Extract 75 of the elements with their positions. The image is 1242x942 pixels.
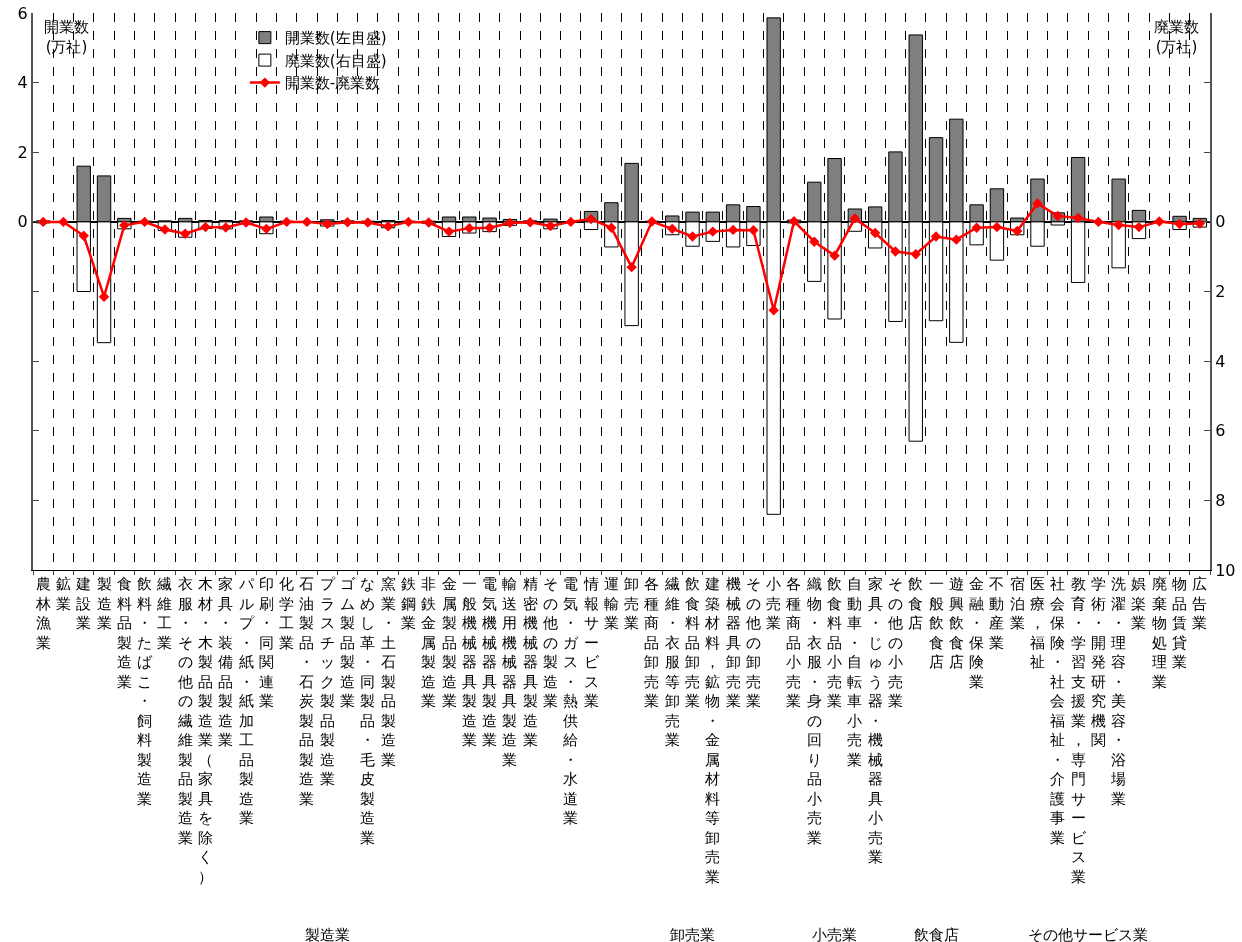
- x-tick-label: その他の卸売業: [745, 575, 761, 710]
- category-label: プラスチック製品製造業: [319, 575, 335, 788]
- y-tick-label: 4: [17, 73, 28, 93]
- x-tick-label: 非鉄金属製造業: [421, 575, 437, 710]
- x-tick-label: 機械器具卸売業: [725, 575, 741, 710]
- category-label: 教育・学習支援業，専門サービス業: [1070, 575, 1086, 886]
- category-label: 精密機械器具製造業: [522, 575, 538, 749]
- x-tick-label: ゴム製品製造業: [340, 575, 357, 710]
- x-tick-label: 一般飲食店: [928, 575, 944, 671]
- y-tick-label: 2: [17, 142, 28, 162]
- y2-tick-label: 8: [1215, 490, 1226, 510]
- x-tick-label: 宿泊業: [1009, 575, 1025, 632]
- category-label: 家具・じゅう器・機械器具小売業: [867, 575, 883, 866]
- category-label: 輸送用機械器具製造業: [502, 575, 518, 769]
- y-axis-title: 開業数 (万社): [44, 18, 89, 56]
- y2-axis-title: 廃業数 (万社): [1154, 18, 1199, 56]
- x-tick-label: 廃棄物処理業: [1151, 575, 1167, 691]
- text: その他サービス業: [1028, 926, 1148, 942]
- category-label: パルプ・紙・紙加工品製造業: [238, 575, 254, 827]
- x-tick-label: 鉱業: [55, 575, 71, 613]
- x-tick-label: 金融・保険業: [969, 575, 985, 691]
- text: 小売業: [812, 926, 857, 942]
- x-tick-label: 情報サービス業: [582, 575, 600, 710]
- text: 飲食店: [914, 926, 959, 942]
- x-tick-label: 製造業: [96, 575, 112, 632]
- category-label: 電気機械器具製造業: [482, 575, 498, 749]
- x-tick-label: 各種商品小売業: [786, 575, 802, 710]
- category-label: 洗濯・理容・美容・浴場業: [1111, 575, 1127, 808]
- category-label: 学術・開発研究機関: [1090, 575, 1106, 749]
- x-tick-label: 建設業: [75, 575, 92, 632]
- x-tick-label: 飲食料品小売業: [827, 575, 843, 710]
- category-label: 飲料・たばこ・飼料製造業: [137, 575, 153, 808]
- category-label: 織物・衣服・身の回り品小売業: [806, 575, 822, 847]
- y2-tick-label: 4: [1215, 351, 1226, 371]
- x-tick-label: 広告業: [1192, 575, 1208, 632]
- x-tick-label: 農林漁業: [34, 575, 51, 652]
- x-tick-label: 食料品製造業: [116, 575, 132, 691]
- x-tick-label: 飲食料品卸売業: [685, 575, 701, 710]
- category-label: 建築材料，鉱物・金属材料等卸売業: [705, 575, 721, 886]
- x-tick-label: 飲食店: [908, 575, 924, 632]
- x-tick-label: 金属製品製造業: [441, 575, 457, 710]
- y2-tick-label: 6: [1215, 421, 1226, 441]
- x-tick-label: 化学工業: [279, 575, 295, 652]
- x-tick-label: 娯楽業: [1131, 575, 1147, 632]
- x-tick-label: その他の小売業: [887, 575, 903, 710]
- x-tick-label: 物品賃貸業: [1172, 575, 1188, 671]
- x-tick-label: その他の製造業: [542, 575, 558, 710]
- x-tick-label: 医療，福祉: [1030, 575, 1046, 671]
- x-tick-label: 印刷・同関連業: [258, 575, 274, 710]
- category-label: 家具・装備品製造業: [218, 575, 234, 749]
- x-tick-label: 不動産業: [989, 575, 1005, 652]
- y-tick-label: 6: [17, 3, 28, 23]
- x-tick-label: 小売業: [766, 575, 782, 632]
- category-label: 電気・ガス・熱供給・水道業: [563, 575, 579, 827]
- x-tick-label: 各種商品卸売業: [644, 575, 660, 710]
- category-label: 社会保険・社会福祉・介護事業: [1050, 575, 1066, 847]
- category-label: 繊維・衣服等卸売業: [664, 575, 680, 749]
- text: 卸売業: [670, 926, 715, 942]
- category-label: 石油製品・石炭製品製造業: [299, 575, 315, 808]
- category-label: 一般機械器具製造業: [461, 575, 477, 749]
- text: 製造業: [305, 926, 350, 942]
- x-tick-label: 卸売業: [624, 575, 640, 632]
- category-label: 衣服・その他の繊維製品製造業: [177, 575, 193, 847]
- x-tick-label: 遊興飲食店: [948, 575, 964, 671]
- category-label: なめし革・同製品・毛皮製造業: [360, 575, 376, 847]
- y2-tick-label: 2: [1215, 282, 1226, 302]
- category-label: 自動車・自転車小売業: [847, 575, 863, 769]
- x-tick-label: 繊維工業: [156, 575, 173, 652]
- y2-tick-label: 10: [1215, 560, 1236, 580]
- category-label: 木材・木製品製造業（家具を除く）: [197, 575, 213, 886]
- x-tick-label: 運輸業: [603, 575, 619, 632]
- y2-tick-label: 0: [1215, 212, 1226, 232]
- x-tick-label: 鉄鋼業: [400, 575, 416, 632]
- y-tick-label: 0: [17, 212, 28, 232]
- category-label: 窯業・土石製品製造業: [380, 575, 396, 769]
